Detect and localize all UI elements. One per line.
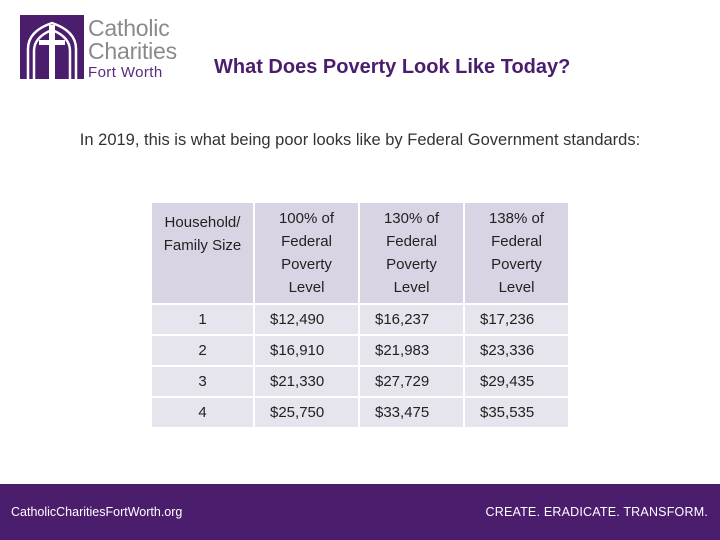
logo-line-fort-worth: Fort Worth: [88, 64, 163, 81]
header-line: Federal: [281, 233, 332, 250]
cell-138-percent: $35,535: [465, 398, 568, 427]
cell-100-percent: $16,910: [255, 336, 358, 365]
cell-138-percent: $29,435: [465, 367, 568, 396]
cell-130-percent: $27,729: [360, 367, 463, 396]
header-line: Federal: [491, 233, 542, 250]
header-line: 130% of: [383, 210, 440, 227]
header-line: Poverty: [491, 256, 542, 273]
header-line: Federal: [386, 233, 437, 250]
poverty-table: Household/ Family Size 100% of Federal P…: [150, 201, 570, 429]
cell-family-size: 3: [152, 367, 253, 396]
footer-tagline: CREATE. ERADICATE. TRANSFORM.: [485, 505, 708, 519]
header-line: Level: [393, 279, 430, 296]
header-100-percent: 100% of Federal Poverty Level: [255, 203, 358, 303]
header-line: Level: [288, 279, 325, 296]
logo-wordmark: Catholic Charities Fort Worth: [88, 15, 177, 81]
logo-line-charities: Charities: [88, 38, 177, 64]
website-link[interactable]: CatholicCharitiesFortWorth.org: [11, 505, 183, 519]
page-title: What Does Poverty Look Like Today?: [214, 56, 571, 78]
header-138-percent: 138% of Federal Poverty Level: [465, 203, 568, 303]
cell-family-size: 1: [152, 305, 253, 334]
header-line: Level: [498, 279, 535, 296]
cell-130-percent: $16,237: [360, 305, 463, 334]
cell-100-percent: $25,750: [255, 398, 358, 427]
header-line: 100% of: [278, 210, 335, 227]
cell-family-size: 4: [152, 398, 253, 427]
cross-emblem-icon: [20, 15, 84, 79]
cell-100-percent: $21,330: [255, 367, 358, 396]
header-line: Poverty: [281, 256, 332, 273]
header-line: Poverty: [386, 256, 437, 273]
cell-130-percent: $33,475: [360, 398, 463, 427]
table-row: 4 $25,750 $33,475 $35,535: [152, 398, 568, 427]
cell-100-percent: $12,490: [255, 305, 358, 334]
table-header-row: Household/ Family Size 100% of Federal P…: [152, 203, 568, 303]
table-row: 1 $12,490 $16,237 $17,236: [152, 305, 568, 334]
logo-line-catholic: Catholic: [88, 15, 170, 41]
table-row: 3 $21,330 $27,729 $29,435: [152, 367, 568, 396]
catholic-charities-logo: Catholic Charities Fort Worth: [20, 15, 196, 81]
header-line: Family Size: [163, 237, 242, 254]
header-line: 138% of: [488, 210, 545, 227]
cell-family-size: 2: [152, 336, 253, 365]
table-row: 2 $16,910 $21,983 $23,336: [152, 336, 568, 365]
header-line: Household/: [164, 214, 241, 231]
cell-130-percent: $21,983: [360, 336, 463, 365]
cell-138-percent: $17,236: [465, 305, 568, 334]
header-household-size: Household/ Family Size: [152, 203, 253, 303]
cell-138-percent: $23,336: [465, 336, 568, 365]
intro-text: In 2019, this is what being poor looks l…: [79, 131, 641, 149]
footer-bar: CatholicCharitiesFortWorth.org CREATE. E…: [0, 484, 720, 540]
header-130-percent: 130% of Federal Poverty Level: [360, 203, 463, 303]
